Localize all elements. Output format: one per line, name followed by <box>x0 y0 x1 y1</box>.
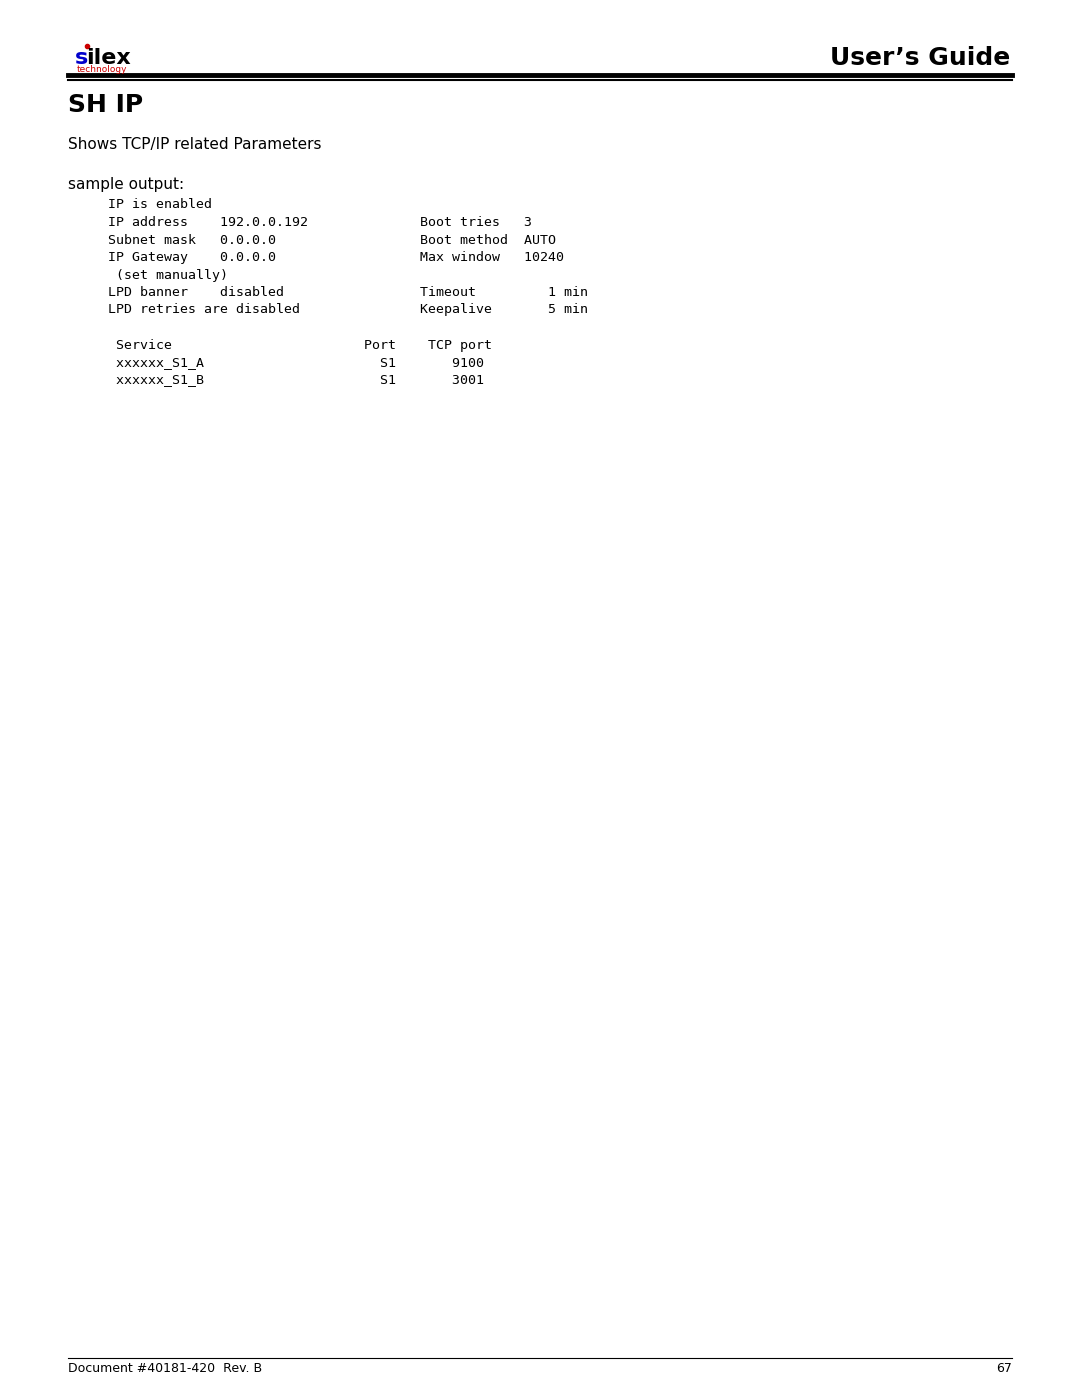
Text: IP Gateway    0.0.0.0                  Max window   10240: IP Gateway 0.0.0.0 Max window 10240 <box>68 251 564 264</box>
Text: IP address    192.0.0.192              Boot tries   3: IP address 192.0.0.192 Boot tries 3 <box>68 217 532 229</box>
Text: IP is enabled: IP is enabled <box>68 198 212 211</box>
Text: Shows TCP/IP related Parameters: Shows TCP/IP related Parameters <box>68 137 322 152</box>
Text: (set manually): (set manually) <box>68 268 228 282</box>
Text: sample output:: sample output: <box>68 177 184 193</box>
Text: xxxxxx_S1_B                      S1       3001: xxxxxx_S1_B S1 3001 <box>68 373 484 387</box>
Text: LPD banner    disabled                 Timeout         1 min: LPD banner disabled Timeout 1 min <box>68 286 588 299</box>
Text: User’s Guide: User’s Guide <box>829 46 1010 70</box>
Text: Subnet mask   0.0.0.0                  Boot method  AUTO: Subnet mask 0.0.0.0 Boot method AUTO <box>68 233 556 246</box>
Text: SH IP: SH IP <box>68 94 144 117</box>
Text: Service                        Port    TCP port: Service Port TCP port <box>68 338 492 352</box>
Text: technology: technology <box>77 66 127 74</box>
Text: 67: 67 <box>996 1362 1012 1375</box>
Text: Document #40181-420  Rev. B: Document #40181-420 Rev. B <box>68 1362 262 1375</box>
Text: s: s <box>75 47 89 68</box>
Text: ilex: ilex <box>86 47 131 68</box>
Text: LPD retries are disabled               Keepalive       5 min: LPD retries are disabled Keepalive 5 min <box>68 303 588 317</box>
Text: xxxxxx_S1_A                      S1       9100: xxxxxx_S1_A S1 9100 <box>68 356 484 369</box>
